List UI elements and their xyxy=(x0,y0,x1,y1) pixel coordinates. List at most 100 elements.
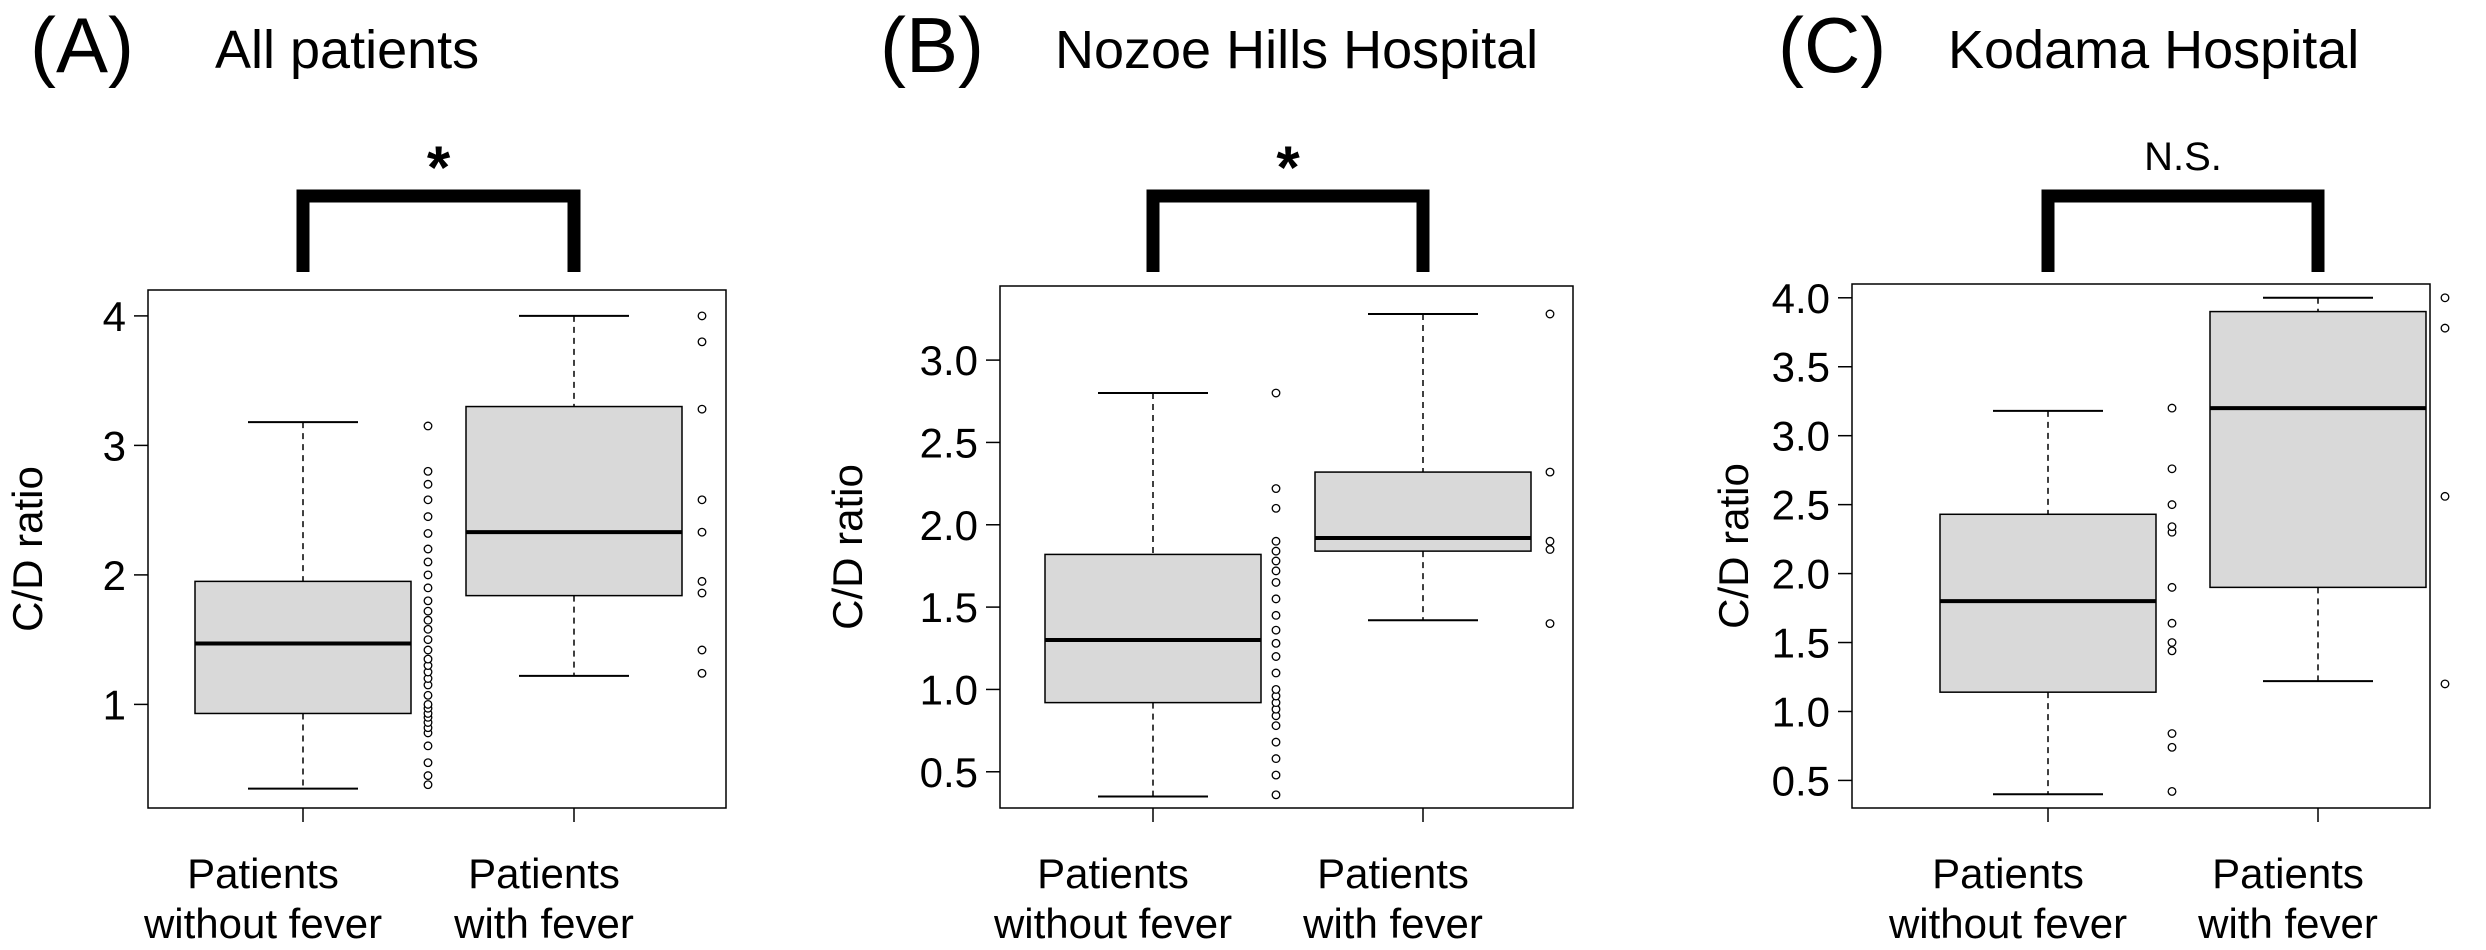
data-point xyxy=(1271,388,1281,398)
box xyxy=(1939,513,2157,693)
data-point xyxy=(2167,618,2177,628)
panel-label: (C) xyxy=(1778,1,1886,89)
y-axis-label: C/D ratio xyxy=(1710,463,1757,629)
category-label: Patients with fever xyxy=(453,850,634,947)
data-point xyxy=(423,495,433,505)
data-point xyxy=(423,771,433,781)
data-point xyxy=(1271,556,1281,566)
box xyxy=(1044,553,1262,704)
category-label-line: without fever xyxy=(143,900,382,947)
box xyxy=(2209,310,2427,589)
box xyxy=(194,580,412,715)
data-point xyxy=(2440,679,2450,689)
data-point xyxy=(1271,721,1281,731)
y-axis-label: C/D ratio xyxy=(824,464,871,630)
panel-label: (A) xyxy=(30,1,134,89)
data-point xyxy=(423,699,433,709)
category-label-line: without fever xyxy=(993,900,1232,947)
y-tick-label: 1 xyxy=(103,681,126,728)
data-point xyxy=(1271,577,1281,587)
data-point xyxy=(2167,742,2177,752)
data-point xyxy=(697,404,707,414)
data-point xyxy=(423,780,433,790)
significance-label: * xyxy=(427,134,451,201)
category-label-line: Patients xyxy=(468,850,620,897)
plot-frame xyxy=(147,289,727,809)
plot-frame xyxy=(1851,283,2431,809)
data-point xyxy=(423,741,433,751)
data-point xyxy=(1271,610,1281,620)
data-point xyxy=(423,635,433,645)
data-point xyxy=(423,606,433,616)
panel-title: Kodama Hospital xyxy=(1948,20,2359,80)
data-point xyxy=(697,668,707,678)
data-point xyxy=(423,758,433,768)
category-label-line: with fever xyxy=(1302,900,1483,947)
data-point xyxy=(1271,737,1281,747)
y-tick-label: 2.5 xyxy=(1772,482,1830,529)
data-point xyxy=(1271,770,1281,780)
plot-frame xyxy=(999,285,1574,809)
panel-label: (B) xyxy=(880,1,984,89)
data-point xyxy=(423,421,433,431)
y-tick-label: 1.0 xyxy=(920,666,978,713)
data-point xyxy=(2167,646,2177,656)
y-tick-label: 2.0 xyxy=(920,502,978,549)
y-tick-label: 2.5 xyxy=(920,419,978,466)
data-point xyxy=(697,311,707,321)
data-point xyxy=(1271,754,1281,764)
y-tick-label: 0.5 xyxy=(920,749,978,796)
y-tick-label: 3 xyxy=(103,422,126,469)
data-point xyxy=(1271,668,1281,678)
y-tick-label: 1.0 xyxy=(1772,688,1830,735)
data-point xyxy=(423,583,433,593)
significance-bracket xyxy=(2041,189,2325,272)
y-tick-label: 3.5 xyxy=(1772,344,1830,391)
significance-bracket xyxy=(296,189,581,272)
data-point xyxy=(423,544,433,554)
data-point xyxy=(697,495,707,505)
y-tick-label: 1.5 xyxy=(1772,620,1830,667)
data-point xyxy=(2167,500,2177,510)
category-label-line: Patients xyxy=(1932,850,2084,897)
data-point xyxy=(423,645,433,655)
y-tick-label: 2 xyxy=(103,552,126,599)
data-point xyxy=(423,615,433,625)
data-point xyxy=(1271,594,1281,604)
data-point xyxy=(1271,790,1281,800)
category-label: Patients without fever xyxy=(143,850,382,947)
panel-title: All patients xyxy=(215,20,479,80)
data-point xyxy=(423,624,433,634)
significance-bracket xyxy=(1146,189,1430,272)
y-tick-label: 3.0 xyxy=(1772,413,1830,460)
y-axis-label: C/D ratio xyxy=(4,466,51,632)
data-point xyxy=(697,588,707,598)
significance-label: * xyxy=(1276,134,1300,201)
data-point xyxy=(2167,729,2177,738)
y-tick-label: 2.0 xyxy=(1772,551,1830,598)
data-point xyxy=(2167,464,2177,474)
category-label: Patients with fever xyxy=(2197,850,2378,947)
data-point xyxy=(2167,522,2177,532)
data-point xyxy=(1545,309,1555,319)
y-tick-label: 1.5 xyxy=(920,584,978,631)
data-point xyxy=(697,527,707,537)
significance-label: N.S. xyxy=(2144,135,2222,179)
category-label-line: Patients xyxy=(2212,850,2364,897)
data-point xyxy=(1271,536,1281,546)
data-point xyxy=(2440,491,2450,501)
data-point xyxy=(423,529,433,538)
data-point xyxy=(1545,536,1555,546)
data-point xyxy=(423,466,433,476)
data-point xyxy=(697,337,707,347)
data-point xyxy=(2167,582,2177,592)
category-label: Patients without fever xyxy=(993,850,1232,947)
category-label-line: with fever xyxy=(2197,900,2378,947)
data-point xyxy=(1271,638,1281,648)
data-point xyxy=(2167,638,2177,647)
data-point xyxy=(423,512,433,522)
y-tick-label: 4.0 xyxy=(1772,275,1830,322)
data-point xyxy=(1271,684,1281,694)
y-tick-label: 3.0 xyxy=(920,337,978,384)
data-point xyxy=(1271,625,1281,635)
